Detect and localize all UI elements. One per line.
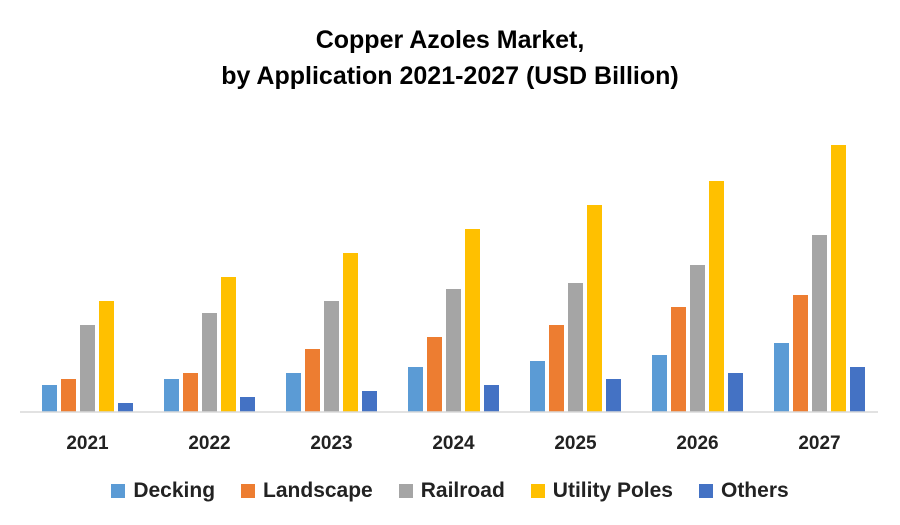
bar-landscape-2023 [305,349,320,412]
legend-label-landscape: Landscape [263,479,373,502]
bar-decking-2027 [774,343,789,412]
bar-decking-2024 [408,367,423,412]
bar-utility-poles-2023 [343,253,358,412]
x-tick-label-2026: 2026 [676,433,718,454]
bar-railroad-2022 [202,313,217,412]
bar-decking-2021 [42,385,57,412]
legend-item-decking: Decking [111,479,215,503]
bar-railroad-2027 [812,235,827,412]
x-tick-label-2023: 2023 [310,433,352,454]
bar-utility-poles-2024 [465,229,480,412]
bar-others-2027 [850,367,865,412]
x-tick-label-2027: 2027 [798,433,840,454]
bar-others-2026 [728,373,743,412]
x-tick-label-2022: 2022 [188,433,230,454]
bar-landscape-2026 [671,307,686,412]
bar-landscape-2022 [183,373,198,412]
legend-swatch-decking [111,484,126,498]
legend: Decking Landscape Railroad Utility Poles Oth… [0,476,900,506]
bar-landscape-2024 [427,337,442,412]
bar-others-2021 [118,403,133,412]
bar-others-2025 [606,379,621,412]
bar-railroad-2021 [80,325,95,412]
bar-railroad-2025 [568,283,583,412]
legend-swatch-railroad [398,484,413,498]
bar-railroad-2024 [446,289,461,412]
chart-title-line-1: Copper Azoles Market, [315,26,585,54]
bar-others-2024 [484,385,499,412]
legend-item-others: Others [698,479,789,503]
bar-decking-2023 [286,373,301,412]
x-tick-label-2024: 2024 [432,433,475,454]
x-tick-label-2025: 2025 [554,433,597,454]
chart-subtitle: by Application 2021-2027 (USD Billion) [221,62,679,90]
x-tick-label-2021: 2021 [66,433,109,454]
bar-utility-poles-2022 [221,277,236,412]
bar-utility-poles-2025 [587,205,602,412]
bar-utility-poles-2026 [709,181,724,412]
bar-railroad-2023 [324,301,339,412]
bar-utility-poles-2021 [99,301,114,412]
bar-utility-poles-2027 [831,145,846,412]
bar-decking-2022 [164,379,179,412]
legend-item-railroad: Railroad [398,479,505,503]
bar-landscape-2021 [61,379,76,412]
chart-title: Copper Azoles Market, by Application 202… [0,22,900,94]
bar-landscape-2025 [549,325,564,412]
legend-label-decking: Decking [133,479,216,502]
legend-item-utility-poles: Utility Poles [530,479,673,503]
bar-railroad-2026 [690,265,705,412]
bar-others-2023 [362,391,377,412]
legend-label-utility-poles: Utility Poles [552,479,673,502]
legend-swatch-utility-poles [530,484,545,498]
legend-label-railroad: Railroad [420,479,505,502]
bar-decking-2025 [530,361,545,412]
bar-landscape-2027 [793,295,808,412]
bar-chart: 2021 2022 2023 2024 2025 2026 2027 [20,145,878,454]
bars-group [42,145,865,412]
x-tick-labels: 2021 2022 2023 2024 2025 2026 2027 [66,433,840,454]
legend-label-others: Others [720,479,789,502]
bar-others-2022 [240,397,255,412]
legend-swatch-others [698,484,713,498]
bar-decking-2026 [652,355,667,412]
legend-item-landscape: Landscape [241,479,373,503]
legend-swatch-landscape [241,484,256,498]
